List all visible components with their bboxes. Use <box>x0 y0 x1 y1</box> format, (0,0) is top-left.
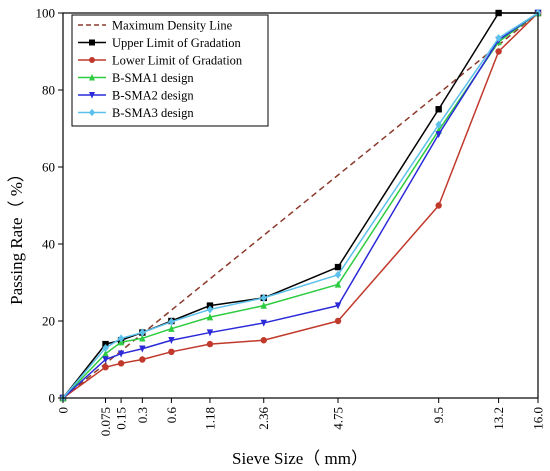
y-tick-label-0: 0 <box>49 391 56 406</box>
series-4-point-4 <box>168 324 175 332</box>
legend-marker-3 <box>89 57 95 63</box>
series-3-point-2 <box>117 360 125 367</box>
legend-label-2: Upper Limit of Gradation <box>112 36 242 50</box>
x-tick-label-8: 9.5 <box>431 407 446 423</box>
x-tick-label-10: 16.0 <box>531 407 546 430</box>
legend-label-6: B-SMA3 design <box>112 106 194 120</box>
y-axis-title: Passing Rate（ %） <box>7 165 26 305</box>
series-5-point-6 <box>260 319 267 327</box>
series-3-point-1 <box>102 364 109 371</box>
series-6-point-1 <box>102 343 109 352</box>
series-4-point-6 <box>260 301 267 309</box>
legend-marker-5 <box>89 92 95 99</box>
series-3-point-8 <box>435 202 442 209</box>
series-5-point-5 <box>206 329 214 337</box>
series-6-point-9 <box>495 34 502 43</box>
x-tick-label-5: 1.18 <box>202 407 217 430</box>
series-3-point-9 <box>495 48 502 55</box>
legend: Maximum Density Line Upper Limit of Grada… <box>71 14 269 127</box>
plot-frame <box>62 12 539 399</box>
y-tick-label-100: 100 <box>36 6 56 21</box>
series-5-point-7 <box>334 302 342 310</box>
legend-marker-2 <box>89 39 95 46</box>
series-5-point-1 <box>102 356 109 364</box>
series-5-point-3 <box>139 345 146 353</box>
series-6-point-4 <box>168 317 175 326</box>
x-tick-label-1: 0.075 <box>98 407 113 436</box>
legend-box <box>71 14 269 127</box>
y-tick-label-20: 20 <box>42 314 55 329</box>
series-3-point-3 <box>139 356 146 363</box>
series-5-point-2 <box>117 350 125 358</box>
series-6-point-3 <box>139 328 146 337</box>
y-tick-label-60: 60 <box>42 160 55 175</box>
x-tick-label-2: 0.15 <box>114 407 129 430</box>
legend-marker-6 <box>89 108 95 117</box>
legend-marker-4 <box>89 73 95 81</box>
series-4-point-3 <box>139 334 146 342</box>
x-tick-label-9: 13.2 <box>491 407 506 430</box>
legend-label-1: Maximum Density Line <box>112 18 233 32</box>
series-6-point-8 <box>435 120 442 129</box>
series-3-point-7 <box>334 317 342 325</box>
axes-layer: 0 20 40 60 80 100 0 0.075 0.15 0.3 0.6 1.18 2.36 4.75… <box>36 6 546 437</box>
x-tick-label-0: 0 <box>56 407 71 414</box>
series-4-point-5 <box>206 313 214 321</box>
series-4-point-1 <box>102 349 109 357</box>
series-2-point-8 <box>435 106 442 113</box>
y-tick-label-40: 40 <box>42 237 55 252</box>
legend-label-5: B-SMA2 design <box>112 88 194 102</box>
series-6-point-6 <box>260 293 267 302</box>
series-6-point-7 <box>334 270 342 279</box>
series-4-point-7 <box>334 280 342 288</box>
x-tick-label-3: 0.3 <box>135 407 150 423</box>
series-6-point-5 <box>206 305 214 314</box>
legend-label-3: Lower Limit of Gradation <box>112 53 243 67</box>
x-tick-label-4: 0.6 <box>164 407 179 424</box>
series-layer <box>59 9 542 402</box>
series-3-point-4 <box>168 348 175 355</box>
x-tick-label-7: 4.75 <box>331 407 346 430</box>
x-axis-title: Sieve Size（ mm） <box>232 449 368 468</box>
series-6-point-2 <box>117 334 125 343</box>
series-5-point-8 <box>435 131 442 139</box>
series-5-point-4 <box>168 337 175 345</box>
y-tick-label-80: 80 <box>42 83 55 98</box>
legend-label-4: B-SMA1 design <box>112 71 194 85</box>
x-tick-label-6: 2.36 <box>256 407 271 430</box>
series-3-point-6 <box>260 337 267 344</box>
series-2-point-7 <box>334 263 342 271</box>
series-3-point-5 <box>206 340 214 348</box>
